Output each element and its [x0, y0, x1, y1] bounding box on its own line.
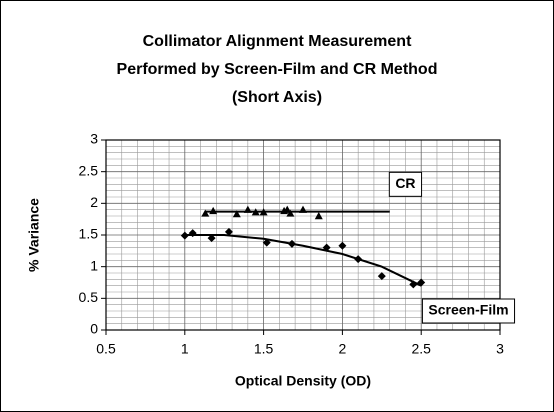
point	[283, 205, 292, 213]
x-tick-label: 3	[496, 341, 504, 357]
point	[180, 231, 189, 240]
point	[338, 241, 347, 250]
y-tick-label: 1	[90, 257, 98, 273]
legend-box	[421, 298, 516, 324]
point	[354, 255, 363, 264]
y-axis-label: % Variance	[26, 198, 42, 272]
point	[188, 229, 197, 238]
point	[262, 238, 271, 247]
point	[209, 206, 218, 215]
y-tick-label: 2.5	[79, 162, 99, 178]
point	[314, 212, 323, 220]
point	[207, 234, 216, 243]
trend-line	[184, 234, 422, 287]
point	[232, 210, 241, 218]
point	[377, 272, 386, 281]
legend-box	[388, 171, 423, 197]
point	[224, 227, 233, 236]
point	[201, 209, 210, 217]
legend-label: CR	[395, 175, 415, 191]
y-tick-label: 0.5	[79, 289, 99, 305]
point	[322, 243, 331, 252]
point	[251, 208, 260, 216]
x-tick-label: 0.5	[96, 341, 116, 357]
legend-label: Screen-Film	[428, 302, 508, 318]
point	[243, 205, 252, 213]
y-tick-label: 3	[90, 131, 98, 147]
x-tick-label: 2	[339, 341, 347, 357]
point	[417, 278, 426, 287]
y-tick-label: 0	[90, 321, 98, 337]
y-tick-label: 1.5	[79, 226, 99, 242]
x-tick-label: 1.5	[254, 341, 274, 357]
y-tick-label: 2	[90, 194, 98, 210]
chart-title: Collimator Alignment Measurement	[143, 33, 412, 50]
point	[409, 280, 418, 289]
x-tick-label: 2.5	[411, 341, 431, 357]
x-tick-label: 1	[181, 341, 189, 357]
point	[286, 209, 295, 217]
point	[259, 208, 268, 216]
chart-title: Performed by Screen-Film and CR Method	[117, 61, 438, 78]
point	[287, 239, 296, 248]
chart-title: (Short Axis)	[232, 89, 322, 106]
plot-border	[105, 139, 501, 331]
point	[299, 205, 307, 213]
x-axis-label: Optical Density (OD)	[235, 373, 371, 389]
